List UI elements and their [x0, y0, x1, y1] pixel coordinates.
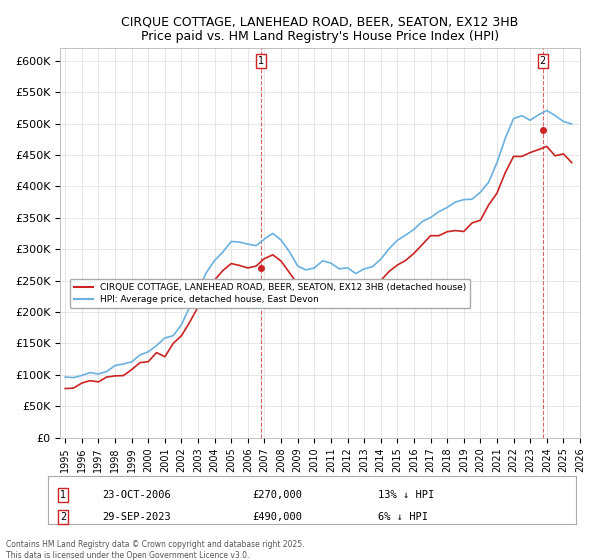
- Text: Contains HM Land Registry data © Crown copyright and database right 2025.
This d: Contains HM Land Registry data © Crown c…: [6, 540, 305, 560]
- Text: 13% ↓ HPI: 13% ↓ HPI: [378, 490, 434, 500]
- Text: 1: 1: [258, 56, 264, 66]
- Text: 1: 1: [60, 490, 66, 500]
- Text: £270,000: £270,000: [252, 490, 302, 500]
- Text: 23-OCT-2006: 23-OCT-2006: [102, 490, 171, 500]
- Text: 29-SEP-2023: 29-SEP-2023: [102, 512, 171, 522]
- Text: 2: 2: [60, 512, 66, 522]
- Legend: CIRQUE COTTAGE, LANEHEAD ROAD, BEER, SEATON, EX12 3HB (detached house), HPI: Ave: CIRQUE COTTAGE, LANEHEAD ROAD, BEER, SEA…: [70, 279, 470, 309]
- Text: 6% ↓ HPI: 6% ↓ HPI: [378, 512, 428, 522]
- Text: £490,000: £490,000: [252, 512, 302, 522]
- Title: CIRQUE COTTAGE, LANEHEAD ROAD, BEER, SEATON, EX12 3HB
Price paid vs. HM Land Reg: CIRQUE COTTAGE, LANEHEAD ROAD, BEER, SEA…: [121, 15, 519, 43]
- Text: 2: 2: [539, 56, 546, 66]
